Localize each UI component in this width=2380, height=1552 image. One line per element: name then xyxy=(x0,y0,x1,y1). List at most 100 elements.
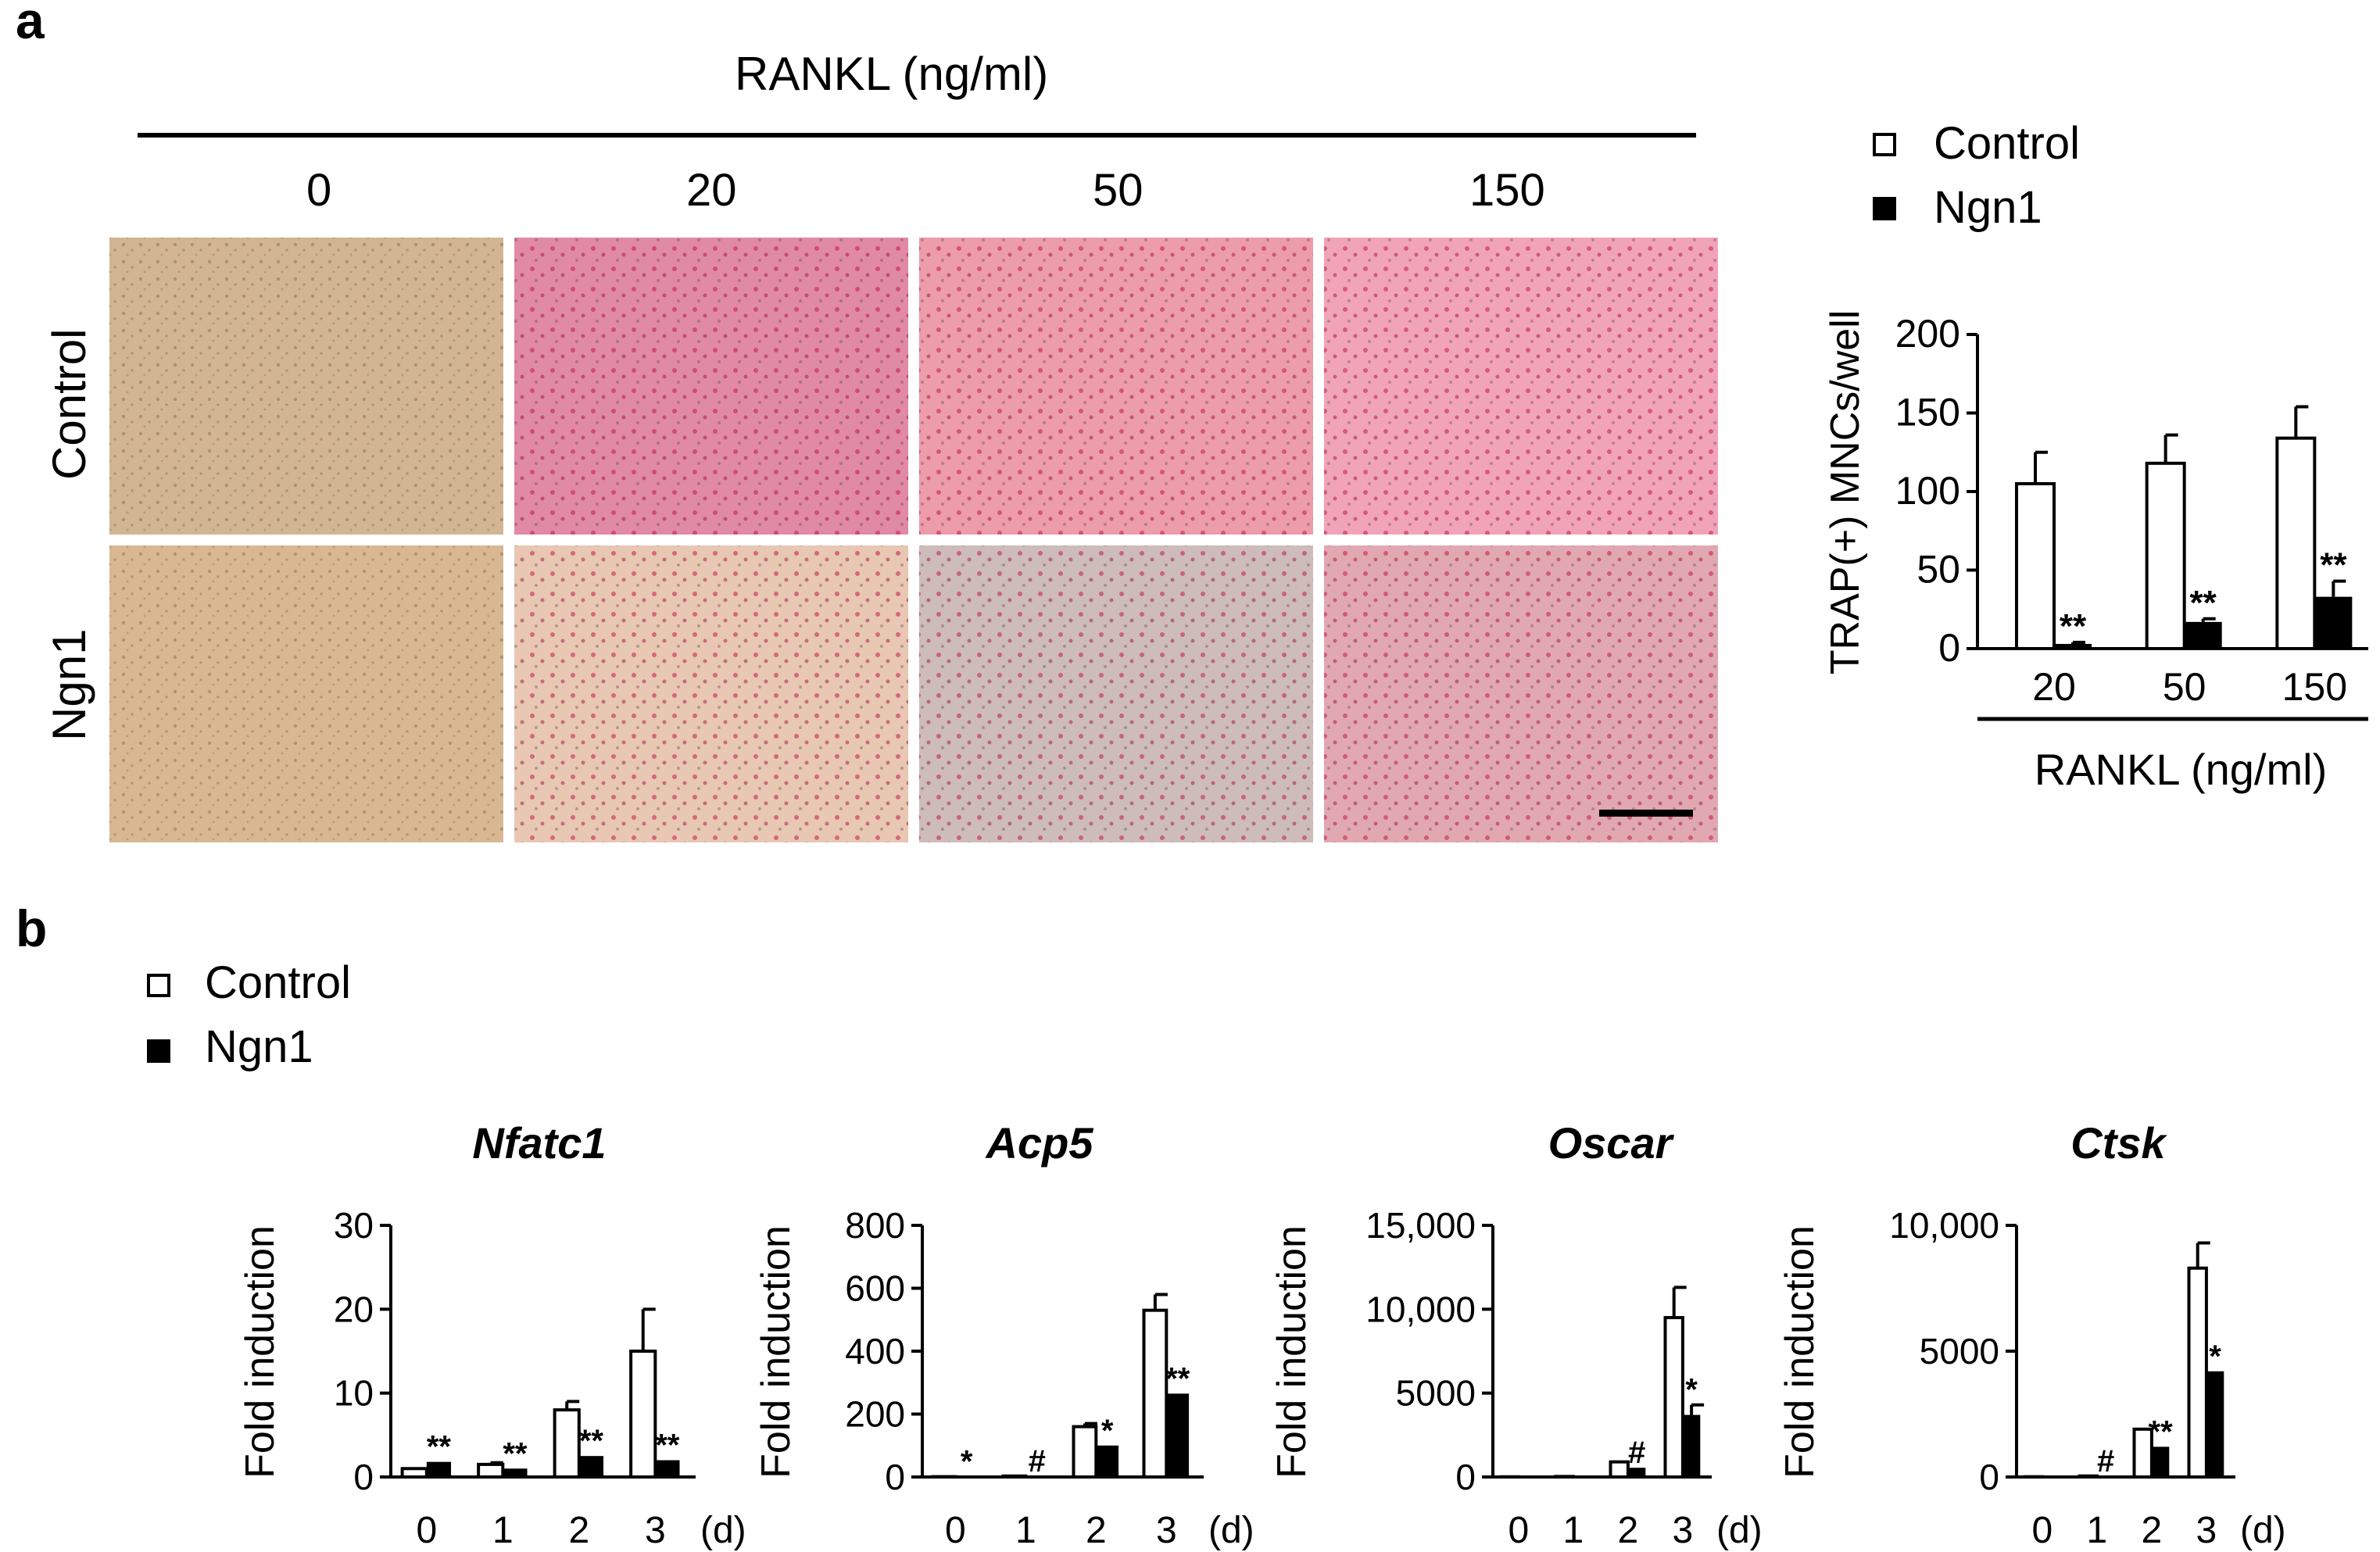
gene-acp5-category-label: 0 xyxy=(945,1510,966,1551)
trap-category-label: 20 xyxy=(2032,665,2076,709)
legend-b-ngn1-swatch xyxy=(147,1039,170,1063)
gene-acp5-category-label: 2 xyxy=(1086,1510,1107,1551)
trap-ylabel: TRAP(+) MNCs/well xyxy=(1823,310,1868,675)
gene-ctsk-bar-control xyxy=(2078,1474,2099,1479)
gene-acp5-bar-ngn1 xyxy=(1025,1476,1049,1479)
gene-acp5-ytick-label: 400 xyxy=(845,1331,905,1371)
gene-ctsk-significance: ** xyxy=(2149,1414,2174,1449)
gene-acp5-significance: * xyxy=(961,1445,973,1479)
gene-oscar-bar-ngn1 xyxy=(1627,1468,1646,1477)
panel-a-label: a xyxy=(16,0,45,49)
gene-oscar-bar-ngn1 xyxy=(1518,1476,1537,1479)
gene-oscar-bar-control xyxy=(1554,1475,1575,1479)
gene-ctsk-ytick-label: 0 xyxy=(1979,1457,1999,1497)
gene-nfatc1-ylabel: Fold induction xyxy=(238,1225,283,1479)
conc-label-50: 50 xyxy=(1093,165,1143,216)
gene-oscar-category-label: 2 xyxy=(1618,1510,1639,1551)
trap-ytick-label: 150 xyxy=(1895,391,1960,434)
gene-acp5-category-label: 1 xyxy=(1015,1510,1036,1551)
legend-b-control-label: Control xyxy=(205,957,351,1008)
gene-nfatc1-ytick-label: 10 xyxy=(334,1373,374,1414)
gene-nfatc1-bar-control xyxy=(477,1462,505,1479)
gene-nfatc1-bar-control xyxy=(553,1408,581,1479)
micrograph-texture-control-150 xyxy=(1324,238,1718,535)
gene-ctsk-significance: # xyxy=(2097,1444,2114,1479)
gene-acp5-bar-control xyxy=(1072,1425,1098,1479)
gene-oscar-bar-control xyxy=(1609,1460,1630,1479)
gene-acp5-significance: # xyxy=(1029,1444,1046,1479)
legend-b-ngn1-label: Ngn1 xyxy=(205,1021,313,1072)
trap-xlabel: RANKL (ng/ml) xyxy=(2035,745,2327,794)
trap-ytick-label: 200 xyxy=(1895,312,1960,356)
trap-ytick-label: 0 xyxy=(1938,626,1960,670)
gene-oscar-ytick-label: 15,000 xyxy=(1365,1205,1476,1246)
gene-acp5-ytick-label: 0 xyxy=(885,1457,905,1497)
gene-oscar-bar-ngn1 xyxy=(1682,1414,1701,1477)
gene-nfatc1-day-unit: (d) xyxy=(700,1510,746,1551)
trap-category-label: 150 xyxy=(2282,665,2347,709)
gene-ctsk-bar-ngn1 xyxy=(2096,1476,2115,1479)
gene-oscar-category-label: 0 xyxy=(1509,1510,1530,1551)
micrograph-texture-ngn1-0 xyxy=(109,545,503,842)
trap-bar-ngn1 xyxy=(2314,596,2353,649)
gene-nfatc1-category-label: 0 xyxy=(416,1510,437,1551)
gene-acp5-significance: ** xyxy=(1165,1361,1190,1396)
gene-acp5-bar-ngn1 xyxy=(955,1476,979,1479)
rankl-header-rule xyxy=(138,133,1696,138)
scale-bar xyxy=(1599,810,1693,817)
gene-acp5-bar-ngn1 xyxy=(1096,1445,1119,1477)
gene-acp5-bar-ngn1 xyxy=(1166,1393,1190,1477)
panel-b-label: b xyxy=(16,899,48,957)
gene-ctsk-day-unit: (d) xyxy=(2240,1510,2286,1551)
gene-nfatc1-bar-control xyxy=(400,1467,428,1479)
gene-nfatc1-significance: ** xyxy=(579,1424,604,1458)
trap-bar-ngn1 xyxy=(2054,643,2092,649)
gene-ctsk-bar-ngn1 xyxy=(2206,1371,2224,1477)
legend-a-control-swatch xyxy=(1873,133,1896,156)
legend-a-control-label: Control xyxy=(1934,118,2080,169)
trap-ytick-label: 100 xyxy=(1895,469,1960,513)
gene-oscar-category-label: 1 xyxy=(1563,1510,1584,1551)
trap-bar-control xyxy=(2015,481,2056,651)
gene-nfatc1-significance: ** xyxy=(655,1429,680,1463)
trap-category-label: 50 xyxy=(2163,665,2206,709)
micrograph-texture-ngn1-50 xyxy=(919,545,1313,842)
gene-ctsk-category-label: 3 xyxy=(2196,1510,2217,1551)
gene-acp5-ytick-label: 800 xyxy=(845,1205,905,1246)
gene-nfatc1-significance: ** xyxy=(503,1436,528,1471)
gene-acp5-significance: * xyxy=(1101,1414,1114,1448)
micrograph-texture-control-50 xyxy=(919,238,1313,535)
gene-ctsk-ytick-label: 5000 xyxy=(1920,1331,1999,1371)
micrograph-texture-control-0 xyxy=(109,238,503,535)
gene-acp5-ytick-label: 200 xyxy=(845,1394,905,1435)
gene-nfatc1-bar-ngn1 xyxy=(426,1461,452,1477)
gene-nfatc1-title: Nfatc1 xyxy=(472,1118,606,1168)
gene-acp5-title: Acp5 xyxy=(985,1118,1094,1168)
conc-label-20: 20 xyxy=(686,165,737,216)
gene-acp5-ylabel: Fold induction xyxy=(753,1225,799,1479)
gene-oscar-category-label: 3 xyxy=(1673,1510,1694,1551)
micrograph-texture-ngn1-150 xyxy=(1324,545,1718,842)
gene-nfatc1-significance: ** xyxy=(427,1430,452,1464)
gene-acp5-bar-control xyxy=(1142,1308,1169,1479)
gene-ctsk-title: Ctsk xyxy=(2070,1118,2167,1168)
rankl-header: RANKL (ng/ml) xyxy=(735,48,1049,100)
gene-oscar-significance: * xyxy=(1685,1373,1698,1407)
gene-nfatc1-category-label: 1 xyxy=(492,1510,514,1551)
gene-nfatc1-bar-control xyxy=(629,1350,657,1479)
gene-oscar-bar-control xyxy=(1663,1316,1684,1479)
trap-ytick-label: 50 xyxy=(1917,548,1960,592)
legend-a-ngn1-label: Ngn1 xyxy=(1934,182,2042,233)
gene-oscar-significance: # xyxy=(1628,1436,1645,1470)
conc-label-0: 0 xyxy=(306,165,332,216)
gene-nfatc1-ytick-label: 0 xyxy=(353,1457,374,1497)
micrograph-texture-control-20 xyxy=(514,238,908,535)
gene-oscar-title: Oscar xyxy=(1548,1118,1675,1168)
gene-oscar-ytick-label: 5000 xyxy=(1396,1373,1476,1414)
gene-nfatc1-category-label: 3 xyxy=(645,1510,666,1551)
gene-ctsk-category-label: 0 xyxy=(2032,1510,2053,1551)
